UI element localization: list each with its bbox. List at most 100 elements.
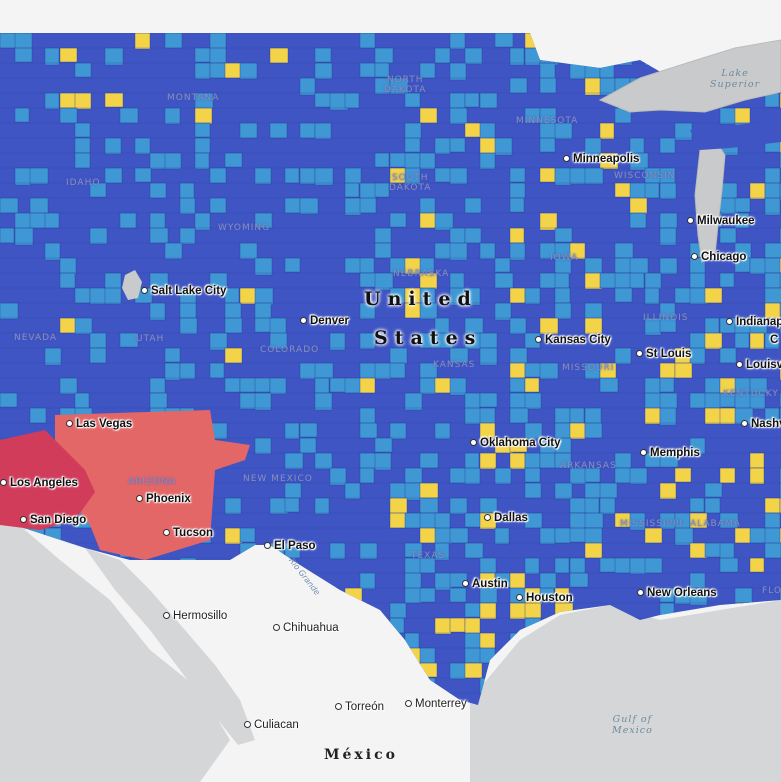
county-cell <box>419 452 439 469</box>
city-minneapolis[interactable]: Minneapolis <box>563 153 639 165</box>
city-chihuahua[interactable]: Chihuahua <box>273 622 339 634</box>
city-salt-lake-city[interactable]: Salt Lake City <box>141 285 226 297</box>
county-cell <box>284 422 300 440</box>
city-memphis[interactable]: Memphis <box>640 447 700 459</box>
county-cell <box>224 497 242 515</box>
county-cell <box>359 377 376 394</box>
gulf-label-line2: Mexico <box>612 725 653 736</box>
city-el-paso[interactable]: El Paso <box>264 540 316 552</box>
city-dot-icon <box>516 594 523 602</box>
city-indianapolis[interactable]: Indianap <box>726 316 781 328</box>
county-cell <box>494 137 513 156</box>
county-cell <box>449 92 466 109</box>
county-cell <box>479 602 497 620</box>
county-cell <box>659 362 676 379</box>
city-label: Tucson <box>173 527 214 539</box>
city-monterrey[interactable]: Monterrey <box>405 698 467 710</box>
county-cell <box>509 377 526 393</box>
city-new-orleans[interactable]: New Orleans <box>637 587 717 599</box>
city-austin[interactable]: Austin <box>462 578 508 590</box>
overlay-features <box>0 39 781 560</box>
county-cell <box>14 227 34 246</box>
county-cell <box>704 392 723 409</box>
city-san-diego[interactable]: San Diego <box>20 514 86 526</box>
county-cell <box>404 122 422 140</box>
county-cell <box>449 377 467 396</box>
county-cell <box>179 317 198 335</box>
county-cell <box>359 197 377 214</box>
city-label: Culiacan <box>254 719 299 731</box>
county-cell <box>719 407 737 425</box>
county-cell <box>254 392 272 411</box>
county-cell <box>179 182 195 200</box>
county-cell <box>674 467 692 483</box>
city-las-vegas[interactable]: Las Vegas <box>66 418 132 430</box>
county-cell <box>29 212 48 229</box>
city-phoenix[interactable]: Phoenix <box>136 493 191 505</box>
county-cell <box>749 557 765 573</box>
county-cell <box>524 377 540 393</box>
county-cell <box>344 167 362 185</box>
county-cell <box>434 137 451 155</box>
county-cell <box>74 392 90 409</box>
city-dot-icon <box>0 479 7 487</box>
state-label-arizona: ARIZONA <box>128 477 177 487</box>
county-cell <box>584 482 602 499</box>
city-dot-icon <box>20 516 27 524</box>
county-cell <box>689 392 707 409</box>
county-cell <box>539 62 556 80</box>
county-cell <box>764 542 781 559</box>
city-culiacan[interactable]: Culiacan <box>244 719 299 731</box>
city-label: San Diego <box>30 514 87 526</box>
city-louisville[interactable]: Louisvi <box>736 359 781 371</box>
city-denver[interactable]: Denver <box>300 315 349 327</box>
county-cell <box>389 602 407 619</box>
county-cell <box>509 317 527 335</box>
city-houston[interactable]: Houston <box>516 592 573 604</box>
county-cell <box>614 467 632 484</box>
city-label: St Louis <box>646 348 692 360</box>
county-cell <box>74 122 91 138</box>
county-cell <box>749 182 766 200</box>
city-st-louis[interactable]: St Louis <box>636 348 691 360</box>
city-dot-icon <box>462 580 469 588</box>
city-nashville[interactable]: Nashville <box>741 418 781 430</box>
county-cell <box>224 347 243 364</box>
county-cell <box>599 272 618 289</box>
county-cell <box>494 302 512 321</box>
county-cell <box>134 167 152 183</box>
city-tucson[interactable]: Tucson <box>163 527 213 539</box>
county-cell <box>464 617 481 636</box>
city-chicago[interactable]: Chicago <box>691 251 746 263</box>
county-cell <box>554 527 572 544</box>
city-dallas[interactable]: Dallas <box>484 512 528 524</box>
lake-superior <box>598 39 781 113</box>
county-cell <box>584 272 603 290</box>
county-cell <box>149 227 169 244</box>
county-cell <box>479 452 497 470</box>
city-torreon[interactable]: Torreón <box>335 701 384 713</box>
county-cell <box>704 317 720 336</box>
city-oklahoma-city[interactable]: Oklahoma City <box>470 437 561 449</box>
county-cell <box>494 33 514 48</box>
county-cell <box>269 47 289 64</box>
county-cell <box>659 137 676 154</box>
county-cell <box>764 197 781 216</box>
county-cell <box>719 467 736 484</box>
county-cell <box>29 197 49 215</box>
county-cell <box>509 392 528 409</box>
city-hermosillo[interactable]: Hermosillo <box>163 610 227 622</box>
county-cell <box>644 272 662 290</box>
city-dot-icon <box>470 439 477 447</box>
county-cell <box>104 47 124 66</box>
county-cell <box>464 542 484 559</box>
county-cell <box>479 332 498 349</box>
county-cell <box>224 287 240 304</box>
county-cell <box>704 497 721 514</box>
city-los-angeles[interactable]: Los Angeles <box>0 477 78 489</box>
county-cell <box>434 212 454 231</box>
city-kansas-city[interactable]: Kansas City <box>535 334 611 346</box>
city-milwaukee[interactable]: Milwaukee <box>687 215 755 227</box>
